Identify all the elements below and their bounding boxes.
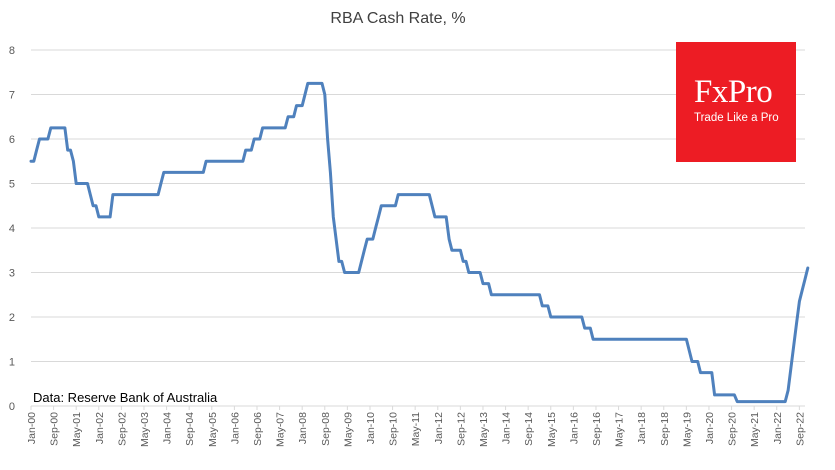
x-tick-label: Jan-22 (772, 412, 784, 444)
x-axis: Jan-00 Sep-00 May-01 Jan-02 Sep-02 May-03 Jan-… (26, 405, 806, 447)
x-tick-label: Sep-20 (727, 412, 739, 446)
chart-title: RBA Cash Rate, % (330, 10, 465, 27)
fxpro-logo: FxPro Trade Like a Pro (676, 42, 796, 162)
x-tick-label: Sep-18 (659, 412, 671, 446)
x-tick-label: May-03 (139, 412, 151, 447)
x-tick-label: Jan-20 (704, 412, 716, 444)
series-line-rba-cash-rate (29, 81, 810, 404)
x-tick-label: Jan-12 (433, 412, 445, 444)
logo-tagline: Trade Like a Pro (694, 112, 779, 124)
y-tick-label: 4 (9, 223, 15, 235)
x-tick-label: May-09 (342, 412, 354, 447)
x-tick-label: May-07 (275, 412, 287, 447)
y-tick-label: 6 (9, 134, 15, 146)
source-note: Data: Reserve Bank of Australia (33, 390, 218, 405)
x-tick-label: May-05 (207, 412, 219, 447)
y-tick-label: 1 (9, 357, 15, 369)
x-tick-label: Sep-04 (184, 412, 196, 446)
logo-name: FxPro (694, 74, 773, 110)
x-tick-label: Jan-14 (501, 412, 513, 444)
x-tick-label: Sep-10 (388, 412, 400, 446)
x-tick-label: Sep-06 (252, 412, 264, 446)
x-tick-label: May-15 (546, 412, 558, 447)
x-tick-label: Sep-22 (794, 412, 806, 446)
x-tick-label: Sep-14 (523, 412, 535, 446)
y-tick-label: 2 (9, 312, 15, 324)
x-tick-label: May-13 (478, 412, 490, 447)
y-tick-label: 3 (9, 268, 15, 280)
y-axis: 0 1 2 3 4 5 6 7 8 (9, 45, 15, 413)
x-tick-label: May-19 (681, 412, 693, 447)
x-tick-label: Sep-16 (591, 412, 603, 446)
x-tick-label: Jan-10 (365, 412, 377, 444)
x-tick-label: Jan-04 (162, 412, 174, 444)
x-tick-label: Jan-16 (568, 412, 580, 444)
y-tick-label: 7 (9, 90, 15, 102)
x-tick-label: May-01 (71, 412, 83, 447)
x-tick-label: Sep-02 (116, 412, 128, 446)
x-tick-label: May-21 (749, 412, 761, 447)
x-tick-label: Sep-08 (320, 412, 332, 446)
x-tick-label: Jan-06 (229, 412, 241, 444)
x-tick-label: May-17 (614, 412, 626, 447)
y-tick-label: 8 (9, 45, 15, 57)
x-tick-label: Jan-18 (636, 412, 648, 444)
x-tick-label: Jan-00 (26, 412, 38, 444)
y-tick-label: 5 (9, 179, 15, 191)
x-tick-label: Jan-08 (297, 412, 309, 444)
y-tick-label: 0 (9, 401, 15, 413)
x-tick-label: May-11 (410, 412, 422, 446)
x-tick-label: Sep-00 (49, 412, 61, 446)
x-tick-label: Sep-12 (455, 412, 467, 446)
x-tick-label: Jan-02 (94, 412, 106, 444)
